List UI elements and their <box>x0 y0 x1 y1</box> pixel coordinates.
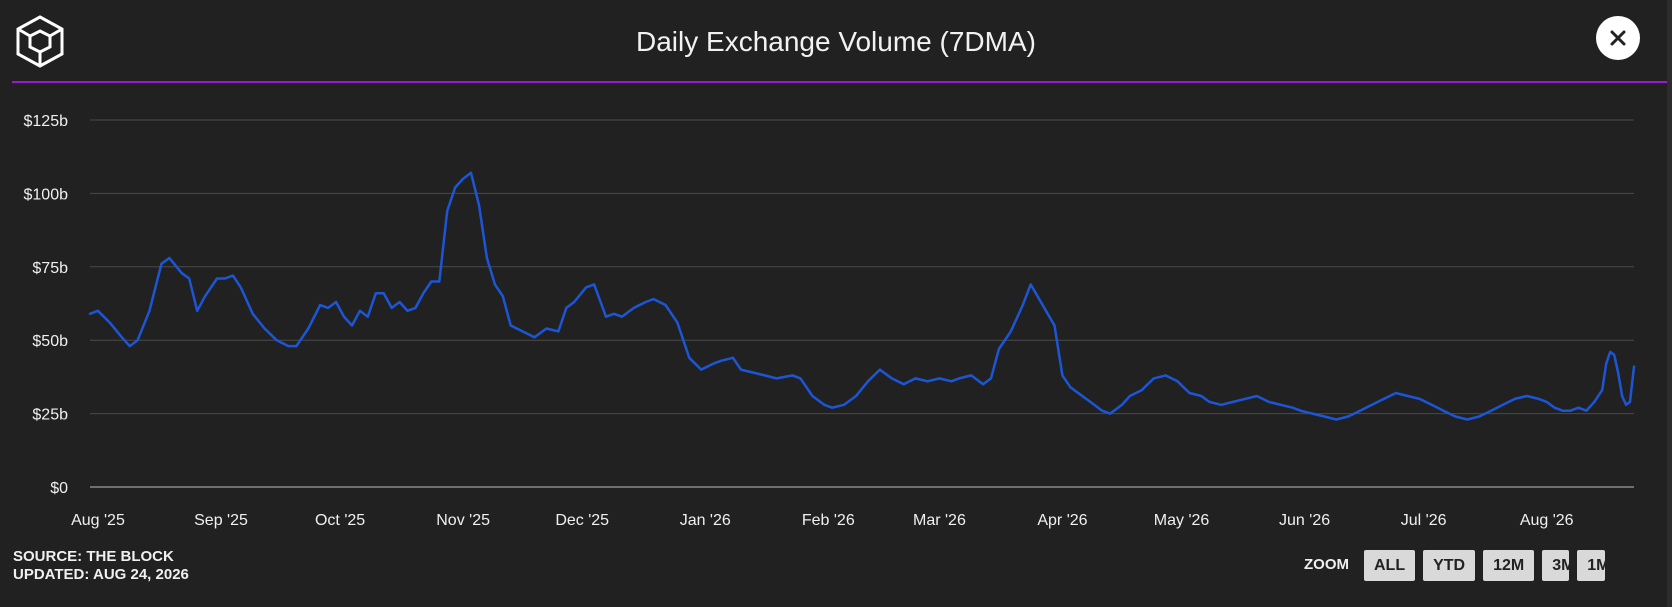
zoom-controls: ALL YTD 12M 3M 1M <box>1364 550 1609 581</box>
scrollbar-track <box>1667 0 1672 607</box>
x-tick-label: May '26 <box>1154 512 1210 529</box>
cube-logo-icon <box>16 15 64 68</box>
updated-text: UPDATED: AUG 24, 2026 <box>13 566 189 583</box>
zoom-ytd-button[interactable]: YTD <box>1423 550 1476 581</box>
source-info: SOURCE: THE BLOCK UPDATED: AUG 24, 2026 <box>13 548 189 584</box>
y-tick-label: $50b <box>32 333 68 350</box>
x-tick-label: Mar '26 <box>913 512 966 529</box>
close-icon <box>1610 30 1626 46</box>
source-text: SOURCE: THE BLOCK <box>13 548 174 565</box>
x-tick-label: Aug '25 <box>71 512 125 529</box>
zoom-3m-button[interactable]: 3M <box>1542 550 1574 581</box>
y-tick-label: $75b <box>32 260 68 277</box>
zoom-1m-button[interactable]: 1M <box>1577 550 1609 581</box>
x-tick-label: Nov '25 <box>436 512 490 529</box>
x-tick-label: Dec '25 <box>555 512 609 529</box>
x-tick-label: Oct '25 <box>315 512 365 529</box>
y-tick-label: $125b <box>24 113 69 130</box>
x-tick-label: Jul '26 <box>1401 512 1447 529</box>
x-tick-label: Feb '26 <box>802 512 855 529</box>
y-tick-label: $100b <box>24 186 69 203</box>
close-button[interactable] <box>1596 16 1640 60</box>
x-tick-label: Jun '26 <box>1279 512 1330 529</box>
x-tick-label: Aug '26 <box>1520 512 1574 529</box>
series-line[interactable] <box>88 171 1636 421</box>
y-tick-label: $25b <box>32 407 68 424</box>
zoom-12m-button[interactable]: 12M <box>1483 550 1535 581</box>
zoom-label: ZOOM <box>1304 556 1349 573</box>
zoom-all-button[interactable]: ALL <box>1364 550 1416 581</box>
chart-header: Daily Exchange Volume (7DMA) <box>0 0 1672 84</box>
chart-title: Daily Exchange Volume (7DMA) <box>636 26 1036 57</box>
x-tick-label: Jan '26 <box>680 512 731 529</box>
x-tick-label: Apr '26 <box>1037 512 1087 529</box>
y-tick-label: $0 <box>50 480 68 497</box>
x-tick-label: Sep '25 <box>194 512 248 529</box>
header-divider <box>12 81 1668 83</box>
